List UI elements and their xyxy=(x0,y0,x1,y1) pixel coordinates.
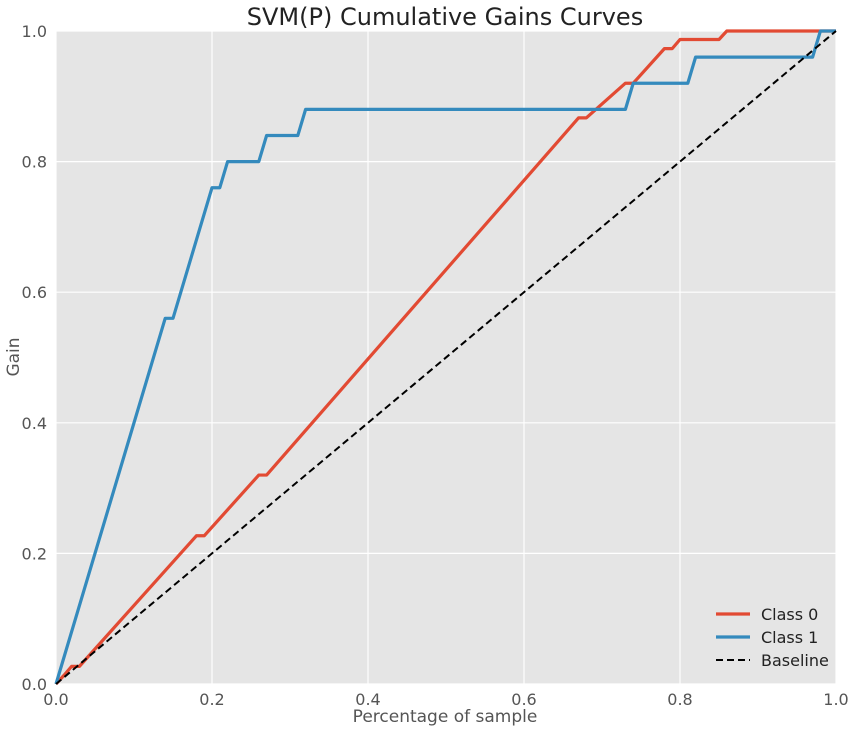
legend: Class 0 Class 1 Baseline xyxy=(716,605,829,670)
y-tick-labels: 0.0 0.2 0.4 0.6 0.8 1.0 xyxy=(22,22,47,694)
x-tick-label: 0.2 xyxy=(199,690,224,709)
x-tick-label: 0.6 xyxy=(511,690,536,709)
x-tick-label: 1.0 xyxy=(823,690,848,709)
x-tick-labels: 0.0 0.2 0.4 0.6 0.8 1.0 xyxy=(43,690,848,709)
legend-label: Class 0 xyxy=(761,605,818,624)
x-tick-label: 0.4 xyxy=(355,690,380,709)
x-tick-label: 0.8 xyxy=(667,690,692,709)
series-line-baseline xyxy=(55,30,837,685)
y-tick-label: 0.0 xyxy=(22,675,47,694)
y-tick-label: 1.0 xyxy=(22,22,47,41)
series-lines xyxy=(54,29,837,686)
y-tick-label: 0.6 xyxy=(22,283,47,302)
legend-label: Class 1 xyxy=(761,628,818,647)
x-tick-label: 0.0 xyxy=(43,690,68,709)
y-axis-label: Gain xyxy=(4,337,24,376)
chart-title: SVM(P) Cumulative Gains Curves xyxy=(247,3,643,31)
series-line-class-1 xyxy=(54,29,836,685)
y-tick-label: 0.2 xyxy=(22,544,47,563)
x-axis-label: Percentage of sample xyxy=(353,707,538,727)
legend-label: Baseline xyxy=(761,651,829,670)
y-tick-label: 0.8 xyxy=(22,153,47,172)
y-tick-label: 0.4 xyxy=(22,414,47,433)
